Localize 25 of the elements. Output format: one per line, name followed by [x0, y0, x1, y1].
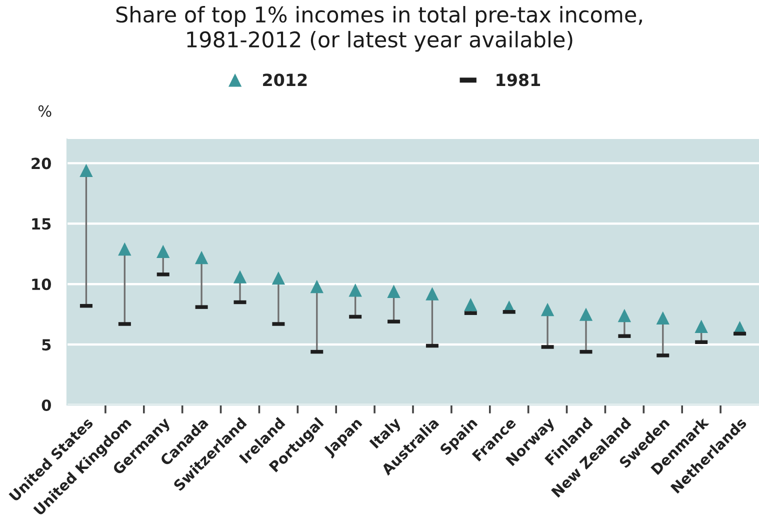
- point: [194, 250, 208, 264]
- y-tick-label: 0: [42, 399, 51, 412]
- point: [464, 298, 478, 312]
- point: [272, 271, 286, 285]
- point: [310, 280, 324, 294]
- point: [540, 302, 554, 316]
- legend-label: 2012: [263, 74, 307, 86]
- y-tick-label: 10: [32, 278, 51, 290]
- point: [233, 270, 247, 284]
- chart-title: Share of top 1% incomes in total pre-tax income, 1981-2012 (or latest year available): [116, 6, 642, 52]
- point: [618, 308, 632, 322]
- point: [156, 244, 170, 258]
- point: [426, 287, 439, 300]
- point: [80, 164, 93, 178]
- y-tick-label: 5: [42, 339, 51, 351]
- point: [694, 320, 708, 334]
- y-tick-label: 15: [32, 218, 51, 230]
- y-tick-label: 20: [32, 158, 51, 170]
- point: [656, 311, 670, 325]
- point: [387, 284, 400, 298]
- point: [348, 284, 362, 297]
- point: [579, 308, 593, 321]
- legend-label: 1981: [496, 74, 540, 86]
- y-axis-title: %: [38, 105, 52, 117]
- point: [118, 242, 132, 256]
